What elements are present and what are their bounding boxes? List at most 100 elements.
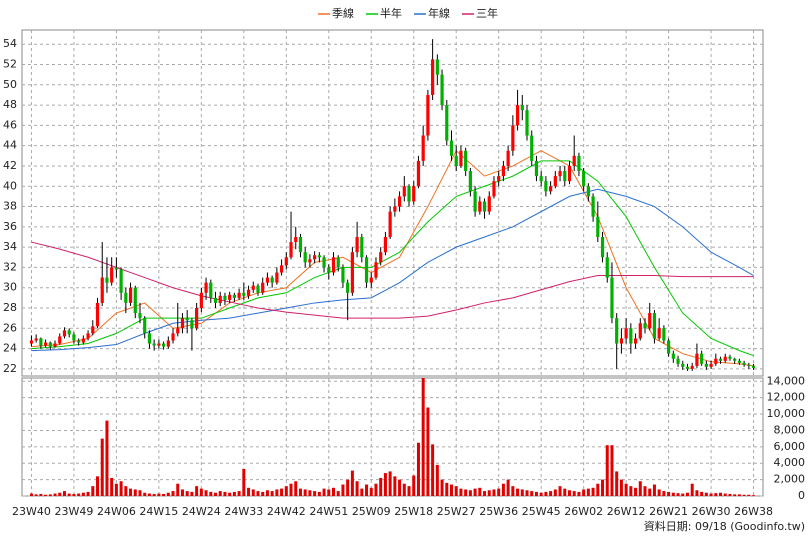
candle-body bbox=[492, 181, 496, 197]
candle-body bbox=[284, 257, 288, 266]
volume-bar bbox=[454, 486, 458, 496]
x-tick-label: 24W15 bbox=[139, 505, 178, 518]
volume-bar bbox=[445, 482, 449, 496]
volume-bar bbox=[251, 489, 255, 496]
candle-body bbox=[313, 255, 317, 260]
candle-body bbox=[549, 186, 553, 192]
x-tick-label: 25W36 bbox=[479, 505, 518, 518]
y-tick-label: 42 bbox=[3, 159, 17, 172]
candle-body bbox=[586, 186, 590, 197]
candle-body bbox=[402, 186, 406, 197]
x-tick-label: 24W51 bbox=[309, 505, 348, 518]
volume-bar bbox=[497, 488, 501, 496]
volume-bar bbox=[152, 493, 156, 496]
candle-body bbox=[718, 358, 723, 361]
candle-body bbox=[544, 181, 548, 192]
volume-bar bbox=[214, 492, 218, 496]
volume-bar bbox=[648, 488, 652, 496]
volume-bar bbox=[577, 491, 581, 496]
candle-body bbox=[190, 320, 194, 329]
candle-body bbox=[124, 292, 128, 303]
candle-body bbox=[388, 211, 392, 237]
candle-body bbox=[336, 257, 340, 268]
volume-bar bbox=[303, 489, 307, 496]
candle-body bbox=[237, 292, 241, 298]
volume-bar bbox=[704, 492, 708, 496]
candle-body bbox=[648, 313, 652, 329]
volume-bar bbox=[44, 494, 48, 496]
x-tick-label: 26W02 bbox=[564, 505, 603, 518]
x-tick-label: 26W30 bbox=[692, 505, 731, 518]
legend-label: 半年 bbox=[380, 6, 402, 20]
volume-bar bbox=[332, 487, 336, 496]
candle-body bbox=[228, 294, 232, 300]
candle-body bbox=[199, 292, 203, 309]
volume-bar bbox=[398, 479, 402, 496]
volume-bar bbox=[520, 489, 524, 496]
x-tick-label: 26W12 bbox=[607, 505, 646, 518]
candle-body bbox=[478, 201, 482, 212]
volume-bar bbox=[322, 488, 326, 496]
volume-bar bbox=[591, 487, 595, 496]
candle-body bbox=[435, 59, 439, 75]
candle-body bbox=[615, 318, 619, 344]
volume-bar bbox=[166, 492, 170, 496]
candle-body bbox=[539, 176, 543, 182]
volume-bar bbox=[289, 483, 293, 496]
volume-bar bbox=[440, 479, 444, 496]
volume-bar bbox=[539, 492, 543, 496]
volume-bar bbox=[29, 493, 33, 496]
volume-bar bbox=[667, 491, 671, 496]
volume-bar bbox=[317, 491, 321, 496]
volume-bar bbox=[62, 491, 66, 496]
candle-body bbox=[67, 330, 71, 335]
candle-body bbox=[143, 318, 147, 334]
candle-body bbox=[265, 277, 270, 283]
volume-bar bbox=[393, 476, 397, 496]
y-tick-label: 26 bbox=[3, 321, 17, 334]
x-tick-label: 23W49 bbox=[54, 505, 93, 518]
volume-tick-label: 4,000 bbox=[774, 456, 806, 469]
volume-bar bbox=[294, 481, 298, 496]
candle-body bbox=[600, 236, 605, 258]
candle-body bbox=[303, 252, 307, 263]
y-tick-label: 44 bbox=[3, 139, 17, 152]
candle-body bbox=[577, 155, 581, 172]
volume-bar bbox=[544, 491, 548, 496]
candle-body bbox=[605, 257, 609, 278]
y-tick-label: 36 bbox=[3, 220, 17, 233]
volume-bar bbox=[242, 468, 246, 496]
candle-body bbox=[591, 196, 595, 217]
candle-body bbox=[534, 160, 539, 177]
volume-bar bbox=[643, 486, 647, 496]
candle-body bbox=[119, 269, 123, 293]
candle-body bbox=[596, 216, 600, 237]
volume-bar bbox=[752, 495, 756, 496]
volume-bar bbox=[275, 489, 279, 496]
candle-body bbox=[714, 358, 718, 364]
volume-bar bbox=[506, 479, 510, 496]
candle-body bbox=[506, 150, 510, 166]
volume-bar bbox=[549, 491, 553, 496]
ma-line bbox=[31, 149, 754, 367]
volume-bar bbox=[261, 491, 265, 496]
volume-bar bbox=[199, 488, 203, 496]
candle-body bbox=[298, 236, 303, 253]
volume-bar bbox=[129, 488, 133, 496]
candle-body bbox=[671, 353, 675, 359]
candle-body bbox=[610, 277, 614, 319]
volume-panel bbox=[21, 377, 764, 497]
candle-body bbox=[147, 333, 152, 344]
candle-body bbox=[105, 277, 109, 283]
candle-body bbox=[29, 340, 34, 344]
volume-bar bbox=[308, 490, 312, 496]
volume-bar bbox=[530, 491, 534, 496]
x-tick-label: 25W27 bbox=[437, 505, 476, 518]
volume-bar bbox=[700, 491, 704, 496]
candle-body bbox=[308, 259, 312, 263]
candle-body bbox=[449, 140, 454, 156]
candle-body bbox=[166, 340, 170, 347]
candle-body bbox=[204, 282, 208, 293]
volume-bar bbox=[464, 489, 468, 496]
